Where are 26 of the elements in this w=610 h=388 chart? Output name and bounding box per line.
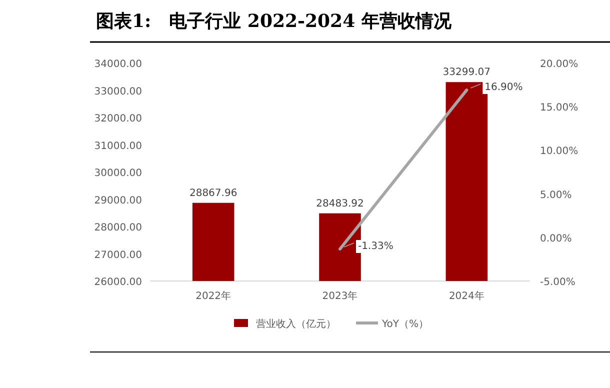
- y-tick-label: 33000.00: [94, 86, 142, 98]
- legend-label: 营业收入（亿元）: [256, 318, 336, 330]
- y2-tick-label: 20.00%: [540, 59, 578, 70]
- y2-tick-label: 15.00%: [540, 102, 578, 114]
- y-tick-label: 34000.00: [94, 59, 142, 70]
- y-tick-label: 28000.00: [94, 222, 142, 234]
- data-label: -1.33%: [358, 241, 394, 252]
- data-label: 16.90%: [484, 82, 523, 94]
- y-tick-label: 30000.00: [94, 168, 142, 179]
- y-tick-label: 31000.00: [94, 140, 142, 152]
- y2-tick-label: 0.00%: [540, 233, 572, 244]
- y2-tick-label: 5.00%: [540, 190, 572, 201]
- x-tick-label: 2023年: [322, 290, 358, 302]
- y2-tick-label: -5.00%: [540, 277, 576, 288]
- data-label: 28483.92: [316, 198, 364, 210]
- y-tick-label: 32000.00: [94, 114, 142, 124]
- x-tick-label: 2024年: [448, 290, 484, 302]
- y-tick-label: 27000.00: [94, 250, 142, 261]
- data-label: 33299.07: [442, 67, 491, 78]
- x-tick-label: 2022年: [196, 290, 232, 302]
- y-tick-label: 29000.00: [94, 195, 142, 206]
- legend-label: YoY（%）: [381, 319, 429, 330]
- y2-tick-label: 10.00%: [540, 146, 578, 158]
- data-label: 28867.96: [189, 188, 238, 199]
- y-tick-label: 26000.00: [94, 277, 142, 288]
- chart-title: 图表1: 电子行业 2022-2024 年营收情况: [96, 11, 452, 32]
